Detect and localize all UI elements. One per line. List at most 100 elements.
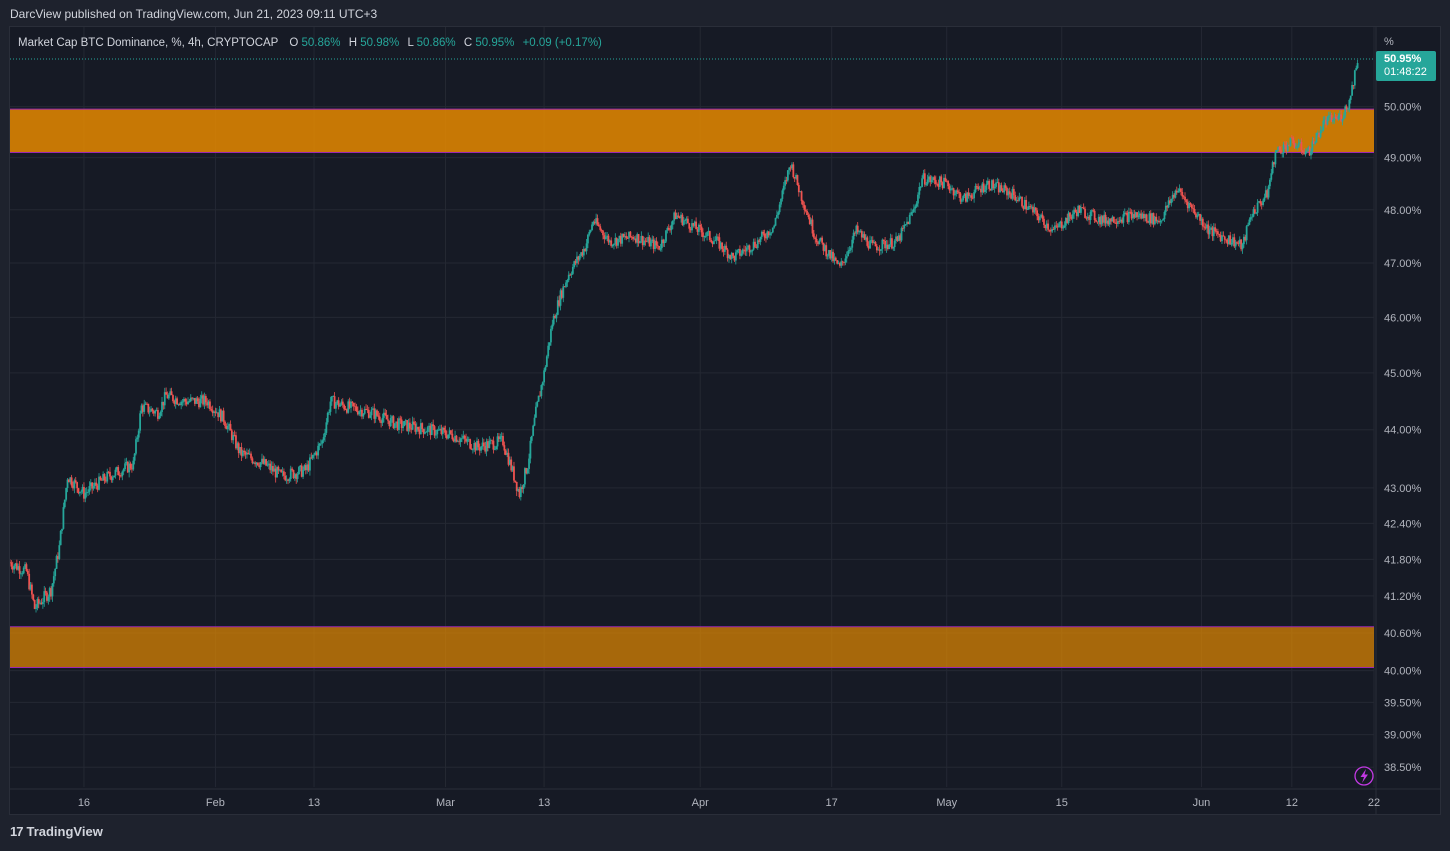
candle-380 <box>529 436 532 464</box>
candle-247 <box>347 399 350 414</box>
candle-411 <box>571 264 574 276</box>
candle-153 <box>218 405 221 418</box>
candle-215 <box>303 464 306 471</box>
candle-313 <box>437 426 440 431</box>
candle-268 <box>376 409 378 417</box>
candle-457 <box>634 235 637 244</box>
x-tick-label-10: 12 <box>1286 797 1298 809</box>
candle-199 <box>281 467 284 477</box>
candle-367 <box>511 465 514 472</box>
zone-0 <box>10 109 1374 153</box>
candle-535 <box>741 248 744 256</box>
candle-5 <box>15 559 18 571</box>
candle-447 <box>621 233 624 247</box>
candle-54 <box>83 482 85 503</box>
candle-682 <box>943 173 945 189</box>
tradingview-logo[interactable]: 17 TradingView <box>10 824 103 839</box>
candle-908 <box>1252 206 1255 218</box>
candle-357 <box>498 432 500 443</box>
candle-51 <box>78 491 81 497</box>
candle-708 <box>978 185 981 190</box>
candle-704 <box>973 189 976 203</box>
candle-593 <box>821 235 824 245</box>
candle-38 <box>61 528 63 534</box>
chart-frame[interactable]: 50.00% 49.00% 48.00% 47.00% 46.00% 45.00% 44.0… <box>9 26 1441 815</box>
candle-897 <box>1237 240 1240 247</box>
candle-453 <box>629 230 632 238</box>
candle-81 <box>120 472 122 478</box>
candle-6 <box>17 563 20 571</box>
candle-624 <box>863 231 866 241</box>
candle-385 <box>536 400 539 408</box>
candle-211 <box>298 465 300 475</box>
zone-1 <box>10 626 1374 668</box>
lightning-icon[interactable] <box>1354 766 1374 786</box>
candle-318 <box>444 425 447 438</box>
y-axis[interactable]: 50.00% 49.00% 48.00% 47.00% 46.00% 45.00% 44.0… <box>1384 102 1422 775</box>
candle-101 <box>147 403 150 415</box>
candle-857 <box>1182 194 1185 200</box>
candle-343 <box>478 443 481 456</box>
candle-43 <box>67 478 70 483</box>
candle-131 <box>188 399 191 403</box>
candle-67 <box>100 478 103 481</box>
candle-59 <box>89 479 92 491</box>
candle-667 <box>922 169 925 180</box>
candle-227 <box>319 439 322 446</box>
candle-129 <box>185 398 188 407</box>
candle-554 <box>767 231 770 238</box>
candle-140 <box>200 391 203 404</box>
candle-253 <box>355 403 358 413</box>
candle-961 <box>1325 116 1327 128</box>
candle-223 <box>314 450 317 456</box>
price-chart[interactable]: 50.00% 49.00% 48.00% 47.00% 46.00% 45.00% 44.0… <box>10 27 1440 814</box>
candle-303 <box>424 427 426 435</box>
candle-359 <box>500 432 503 442</box>
candle-540 <box>748 244 751 257</box>
candle-94 <box>137 428 140 442</box>
candle-185 <box>262 455 265 465</box>
candle-830 <box>1145 213 1148 224</box>
candle-906 <box>1249 213 1252 223</box>
candle-608 <box>841 260 844 266</box>
candle-804 <box>1110 217 1112 225</box>
candle-823 <box>1136 211 1138 221</box>
candle-875 <box>1207 220 1210 239</box>
candle-742 <box>1025 195 1028 214</box>
candle-598 <box>828 249 830 260</box>
candle-325 <box>454 430 456 444</box>
candle-723 <box>999 183 1002 193</box>
candle-125 <box>180 400 183 410</box>
x-tick-label-2: 13 <box>308 797 320 809</box>
candle-337 <box>470 443 473 451</box>
candle-403 <box>560 288 563 300</box>
candle-2 <box>11 561 14 573</box>
candle-203 <box>287 478 289 485</box>
candle-722 <box>997 178 1000 195</box>
candle-751 <box>1037 213 1040 224</box>
candle-851 <box>1174 189 1177 199</box>
candles <box>10 60 1359 613</box>
candle-807 <box>1114 219 1117 224</box>
candle-156 <box>222 407 225 425</box>
candle-635 <box>878 245 881 256</box>
x-axis[interactable]: 16 Feb 13 Mar 13 Apr 17 May 15 Jun 12 22 <box>10 27 1440 814</box>
candle-181 <box>256 462 259 467</box>
candle-530 <box>734 249 737 265</box>
candle-759 <box>1048 229 1051 233</box>
candle-233 <box>328 409 330 416</box>
candle-650 <box>899 233 902 244</box>
candle-405 <box>563 286 566 288</box>
candle-104 <box>151 407 154 414</box>
candle-594 <box>822 242 825 256</box>
candle-259 <box>363 406 366 415</box>
candle-725 <box>1001 188 1004 193</box>
candle-242 <box>340 399 343 406</box>
candle-638 <box>882 239 885 245</box>
candle-276 <box>387 414 389 425</box>
candle-461 <box>640 231 643 244</box>
candle-982 <box>1353 69 1356 89</box>
candle-610 <box>844 254 847 266</box>
candle-235 <box>330 396 333 406</box>
x-tick-label-1: Feb <box>206 797 225 809</box>
